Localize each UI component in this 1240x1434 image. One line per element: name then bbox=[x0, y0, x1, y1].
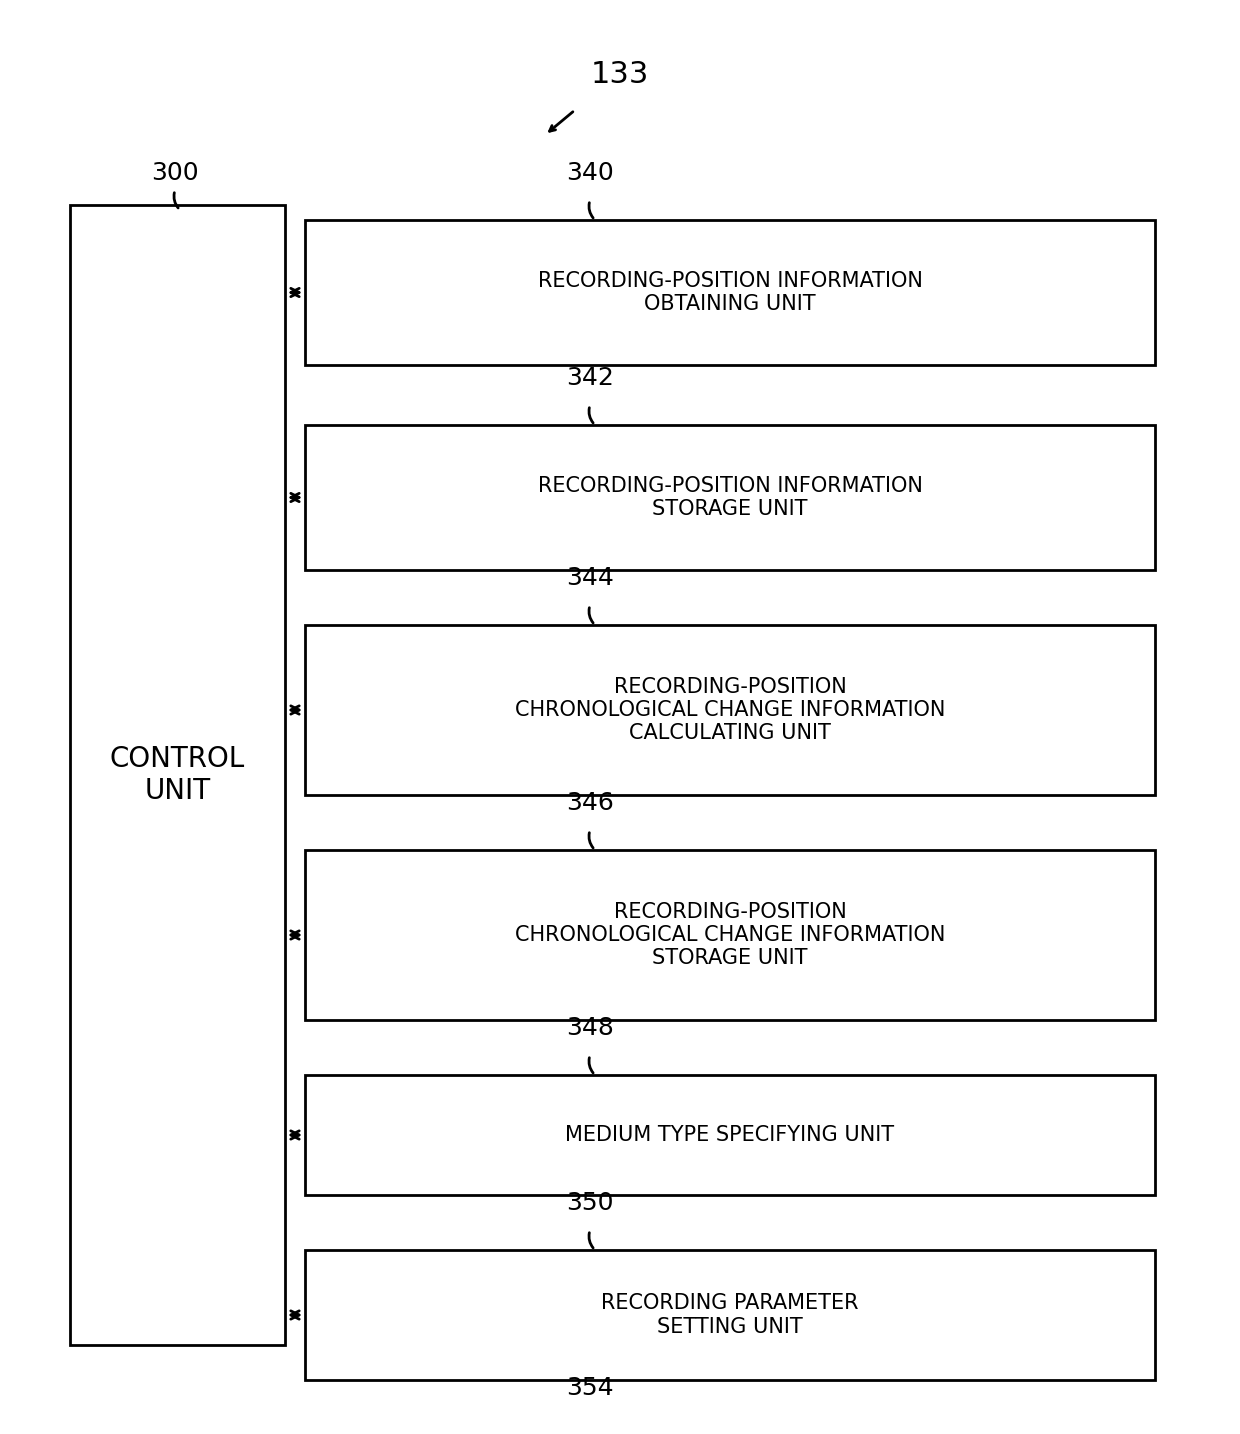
Bar bbox=[305, 1250, 1154, 1380]
Text: 340: 340 bbox=[567, 161, 614, 185]
Text: RECORDING-POSITION
CHRONOLOGICAL CHANGE INFORMATION
STORAGE UNIT: RECORDING-POSITION CHRONOLOGICAL CHANGE … bbox=[515, 902, 945, 968]
Text: RECORDING-POSITION INFORMATION
STORAGE UNIT: RECORDING-POSITION INFORMATION STORAGE U… bbox=[538, 476, 923, 519]
Text: 346: 346 bbox=[567, 792, 614, 815]
Bar bbox=[69, 205, 285, 1345]
Text: CONTROL
UNIT: CONTROL UNIT bbox=[110, 744, 246, 806]
Text: 354: 354 bbox=[567, 1377, 614, 1400]
Text: 350: 350 bbox=[567, 1192, 614, 1215]
Text: MEDIUM TYPE SPECIFYING UNIT: MEDIUM TYPE SPECIFYING UNIT bbox=[565, 1126, 894, 1144]
Text: 133: 133 bbox=[590, 60, 650, 89]
Text: RECORDING-POSITION
CHRONOLOGICAL CHANGE INFORMATION
CALCULATING UNIT: RECORDING-POSITION CHRONOLOGICAL CHANGE … bbox=[515, 677, 945, 743]
Text: 300: 300 bbox=[151, 161, 198, 185]
Bar bbox=[305, 850, 1154, 1020]
Bar bbox=[305, 219, 1154, 366]
Text: RECORDING PARAMETER
SETTING UNIT: RECORDING PARAMETER SETTING UNIT bbox=[601, 1293, 859, 1336]
Bar bbox=[305, 1076, 1154, 1195]
Bar bbox=[305, 424, 1154, 569]
Text: RECORDING-POSITION INFORMATION
OBTAINING UNIT: RECORDING-POSITION INFORMATION OBTAINING… bbox=[538, 271, 923, 314]
Text: 348: 348 bbox=[567, 1017, 614, 1040]
Text: 342: 342 bbox=[567, 366, 614, 390]
Bar bbox=[305, 625, 1154, 794]
Text: 344: 344 bbox=[567, 566, 614, 589]
